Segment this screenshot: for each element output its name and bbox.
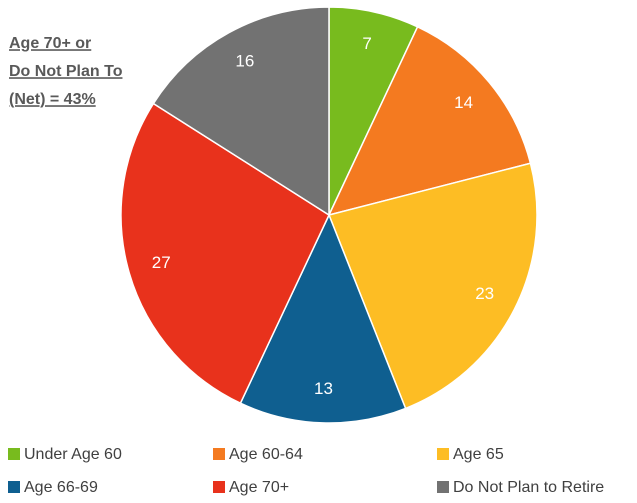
pie-slice	[120, 102, 330, 405]
legend-label: Do Not Plan to Retire	[453, 479, 604, 496]
legend-swatch	[437, 448, 449, 460]
data-label: 16	[235, 51, 254, 70]
pie-slice	[152, 6, 330, 217]
legend-swatch	[437, 481, 449, 493]
pie-slice	[327, 25, 532, 217]
data-label: 13	[314, 379, 333, 398]
data-label: 14	[454, 93, 473, 112]
annotation: (Net) = 43%	[9, 91, 96, 108]
legend-swatch	[8, 448, 20, 460]
legend-label: Age 70+	[229, 479, 289, 496]
legend-label: Age 65	[453, 446, 504, 463]
pie-slice	[239, 213, 407, 424]
data-label: 23	[475, 284, 494, 303]
legend-swatch	[213, 481, 225, 493]
pie-slice	[327, 162, 538, 410]
legend-label: Age 66-69	[24, 479, 98, 496]
legend-swatch	[8, 481, 20, 493]
annotation: Age 70+ or	[9, 35, 91, 52]
legend-swatch	[213, 448, 225, 460]
legend-label: Age 60-64	[229, 446, 303, 463]
annotation: Do Not Plan To	[9, 63, 123, 80]
data-label: 27	[152, 253, 171, 272]
legend-label: Under Age 60	[24, 446, 122, 463]
data-label: 7	[362, 34, 371, 53]
